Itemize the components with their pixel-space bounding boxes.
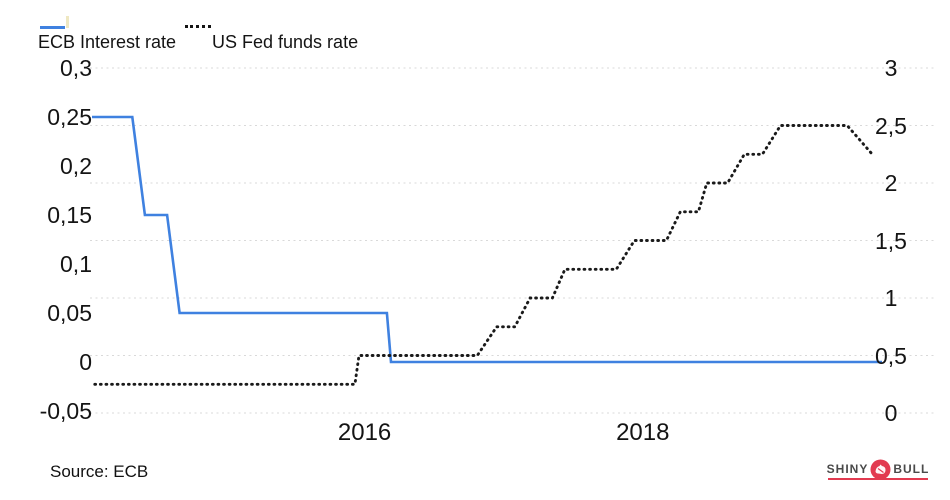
left-axis-tick: 0 <box>79 349 92 375</box>
right-axis-tick: 2,5 <box>875 112 907 139</box>
logo-word-bull: BULL <box>893 462 930 476</box>
fed-dotted-line-sample-icon <box>185 25 211 28</box>
right-axis-tick: 2 <box>884 170 898 196</box>
left-axis-tick: 0,15 <box>47 202 92 228</box>
bull-logo-icon <box>870 459 891 480</box>
right-axis-tick: 0,5 <box>875 342 907 369</box>
right-axis-tick: 1 <box>884 285 898 311</box>
source-note: Source: ECB <box>50 462 149 481</box>
left-axis-tick: 0,2 <box>60 153 92 179</box>
x-axis-tick: 2018 <box>616 419 670 446</box>
right-axis-tick: 1,5 <box>875 227 907 254</box>
legend-item-fed: US Fed funds rate <box>212 32 359 52</box>
left-axis-tick: 0,05 <box>47 300 92 326</box>
logo-underline <box>828 478 928 480</box>
logo-word-shiny: SHINY <box>826 462 869 476</box>
ecb-rate-line <box>92 115 882 364</box>
shinybull-logo: SHINY BULL <box>826 459 930 482</box>
fed-funds-line <box>93 124 874 386</box>
left-axis-tick: 0,3 <box>60 55 92 81</box>
ecb-line-sample-icon <box>40 26 65 29</box>
right-axis-tick: 0 <box>884 400 898 426</box>
cursor-caret-artifact <box>66 16 69 28</box>
left-axis-tick: -0,05 <box>39 398 92 424</box>
left-axis-tick: 0,1 <box>60 251 92 277</box>
right-axis-tick: 3 <box>884 55 898 81</box>
left-axis-tick: 0,25 <box>47 104 92 130</box>
legend-item-ecb: ECB Interest rate <box>38 32 177 52</box>
x-axis-tick: 2016 <box>337 419 392 446</box>
